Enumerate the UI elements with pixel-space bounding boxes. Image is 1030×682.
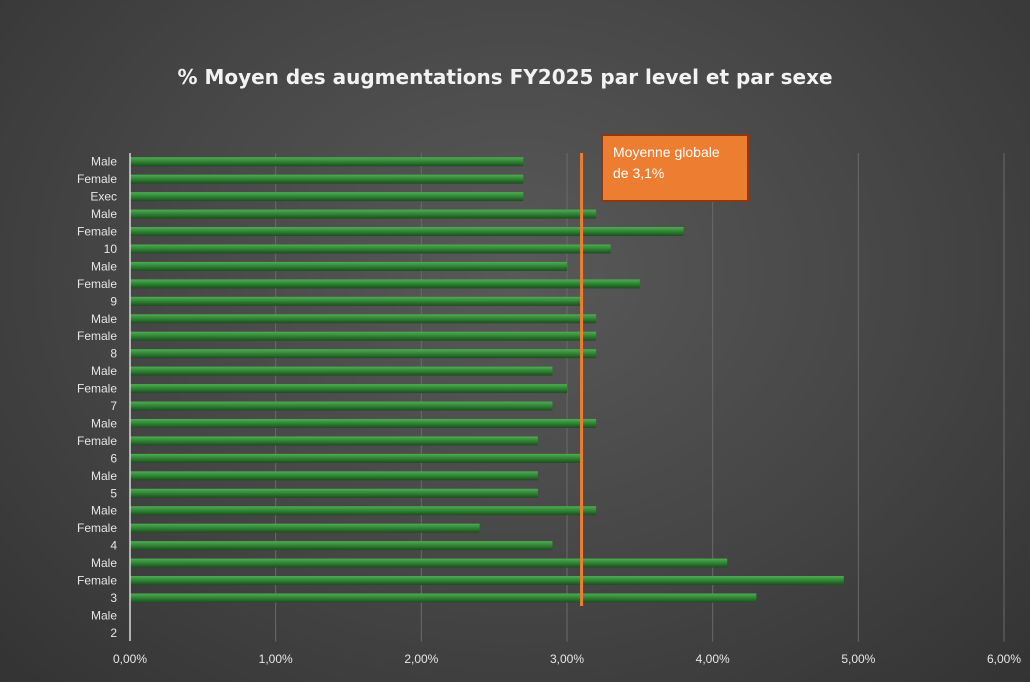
annotation-box	[601, 134, 749, 202]
x-tick-label: 3,00%	[550, 652, 584, 666]
category-label: Female	[77, 521, 117, 535]
x-tick-label: 6,00%	[987, 652, 1021, 666]
category-label: 5	[110, 486, 117, 500]
x-tick-labels: 0,00% 1,00% 2,00% 3,00% 4,00% 5,00% 6,00%	[113, 652, 1021, 666]
category-label: Male	[91, 504, 117, 518]
category-label: 3	[110, 591, 117, 605]
category-label: Female	[77, 382, 117, 396]
x-tick-label: 5,00%	[841, 652, 875, 666]
category-label: Female	[77, 329, 117, 343]
category-label: Male	[91, 259, 117, 273]
bar	[130, 209, 597, 219]
bar	[130, 488, 538, 498]
category-label: Male	[91, 312, 117, 326]
bar	[130, 453, 582, 463]
category-label: 10	[104, 242, 118, 256]
category-label: Male	[91, 469, 117, 483]
category-label: Female	[77, 277, 117, 291]
category-label: 9	[110, 294, 117, 308]
x-tick-label: 1,00%	[259, 652, 293, 666]
gridlines	[275, 153, 1005, 642]
bar	[130, 576, 844, 586]
category-labels: Male Female Exec Male Female 10 Male Female 9 Mal…	[77, 155, 117, 640]
category-label: 6	[110, 451, 117, 465]
bar	[130, 523, 480, 533]
bar	[130, 418, 597, 428]
x-tick-label: 0,00%	[113, 652, 147, 666]
bar	[130, 506, 597, 516]
bar	[130, 541, 553, 551]
category-label: Male	[91, 207, 117, 221]
bar	[130, 244, 611, 254]
category-label: 4	[110, 539, 117, 553]
bar	[130, 296, 582, 306]
bar	[130, 331, 597, 341]
category-label: 8	[110, 347, 117, 361]
bar	[130, 174, 524, 184]
bar	[130, 157, 524, 167]
category-label: Male	[91, 556, 117, 570]
bar	[130, 366, 553, 376]
category-label: Female	[77, 434, 117, 448]
category-label: 2	[110, 626, 117, 640]
category-label: Male	[91, 416, 117, 430]
category-label: 7	[110, 399, 117, 413]
bar	[130, 436, 538, 446]
bar	[130, 349, 597, 359]
bar	[130, 558, 728, 568]
bar	[130, 314, 597, 324]
bar	[130, 593, 757, 603]
bar	[130, 384, 567, 394]
category-label: Female	[77, 172, 117, 186]
category-label: Male	[91, 608, 117, 622]
x-tick-label: 4,00%	[696, 652, 730, 666]
bars	[130, 157, 844, 603]
category-label: Exec	[90, 190, 117, 204]
bar	[130, 261, 567, 271]
annotation-line-2: de 3,1%	[613, 165, 664, 181]
bar	[130, 227, 684, 237]
category-label: Male	[91, 155, 117, 169]
category-label: Female	[77, 574, 117, 588]
bar	[130, 401, 553, 411]
bar	[130, 192, 524, 202]
category-label: Female	[77, 225, 117, 239]
x-tick-label: 2,00%	[404, 652, 438, 666]
annotation-line-1: Moyenne globale	[613, 144, 720, 160]
bar	[130, 471, 538, 481]
chart-title: % Moyen des augmentations FY2025 par lev…	[177, 65, 832, 89]
average-annotation: Moyenne globale de 3,1%	[601, 134, 749, 202]
category-label: Male	[91, 364, 117, 378]
bar	[130, 279, 640, 289]
